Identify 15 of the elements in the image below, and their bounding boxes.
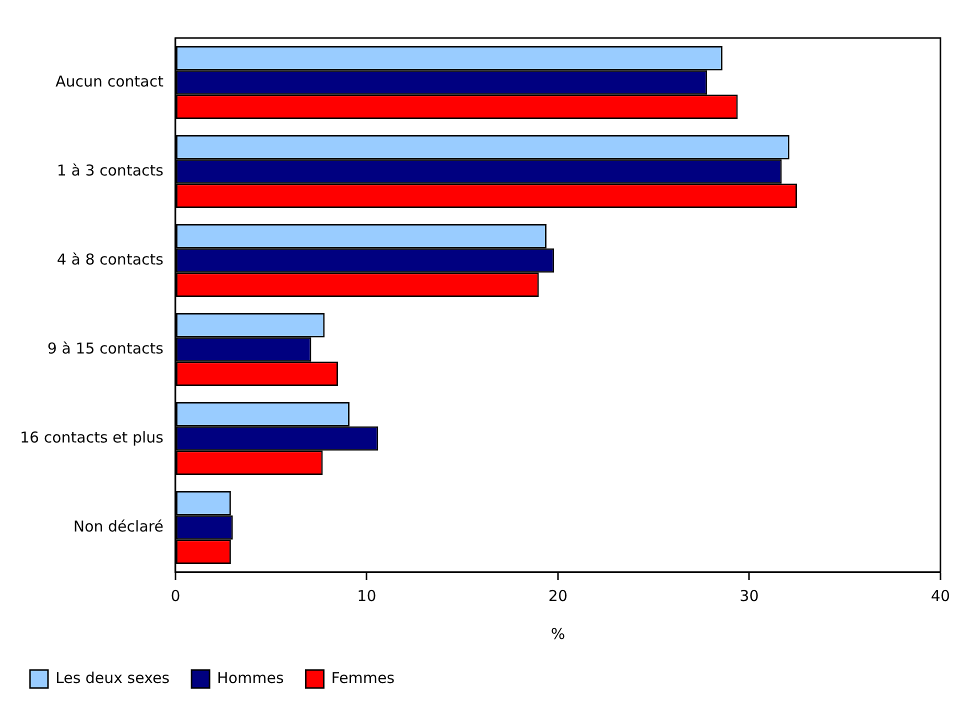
- y-tick-label: 9 à 15 contacts: [47, 339, 164, 358]
- y-tick-label: Non déclaré: [73, 517, 164, 536]
- legend-label: Les deux sexes: [56, 668, 170, 687]
- x-tick-label: 20: [548, 586, 568, 605]
- y-tick-label: 16 contacts et plus: [20, 428, 164, 446]
- x-tick-label: 30: [740, 586, 759, 605]
- x-tick-label: 40: [930, 586, 950, 605]
- x-tick-label: 0: [170, 586, 180, 605]
- y-tick-label: Aucun contact: [56, 72, 164, 90]
- y-tick-label: 1 à 3 contacts: [56, 161, 164, 180]
- legend-label: Femmes: [331, 668, 395, 687]
- legend-label: Hommes: [217, 668, 284, 687]
- x-tick-label: 10: [357, 586, 376, 605]
- y-tick-label: 4 à 8 contacts: [56, 250, 164, 268]
- x-axis-title: %: [550, 624, 566, 643]
